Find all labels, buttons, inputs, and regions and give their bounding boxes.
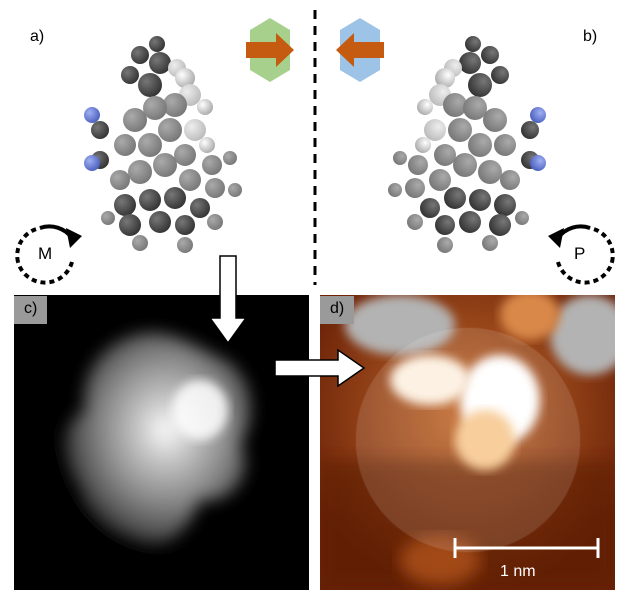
- scale-bar: [453, 538, 600, 558]
- hexagon-left-arrow-icon: [336, 18, 384, 82]
- chirality-label-p: P: [574, 244, 586, 263]
- chirality-label-m: M: [38, 244, 53, 263]
- rotation-arrow-icon-p: [556, 224, 615, 285]
- afm-image: [320, 295, 615, 590]
- right-arrow-icon: [274, 348, 366, 388]
- down-arrow-icon: [208, 255, 248, 345]
- rotation-arrowhead-p: [548, 228, 564, 248]
- stm-image: [14, 295, 309, 590]
- molecule-a: [84, 36, 242, 253]
- panel-label-a: a): [30, 28, 45, 45]
- panel-label-d: d): [320, 296, 355, 324]
- scale-bar-label: 1 nm: [500, 563, 536, 580]
- hexagon-right-arrow-icon: [246, 18, 294, 82]
- panel-label-c: c): [14, 296, 48, 324]
- molecule-b: [388, 36, 546, 253]
- rotation-arrowhead-m: [66, 228, 82, 248]
- panel-label-b: b): [583, 28, 598, 45]
